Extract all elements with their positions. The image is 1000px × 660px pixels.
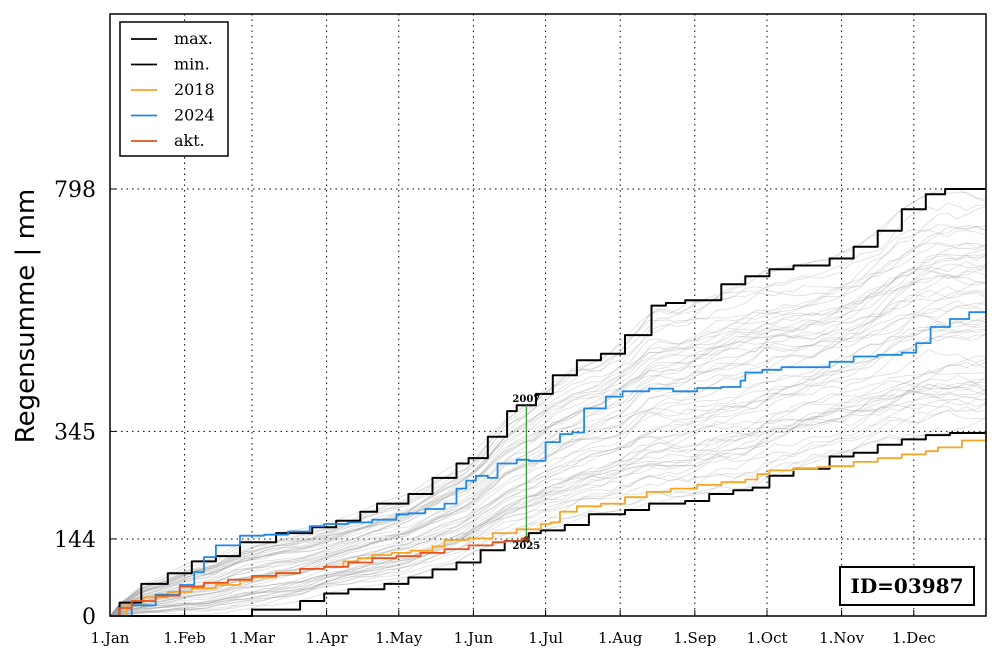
y-tick-label-2: 345 [54, 420, 96, 445]
year-line-35 [109, 253, 987, 617]
x-tick-label-2: 1.Mar [229, 629, 276, 647]
year-line-21 [109, 188, 987, 617]
x-tick-label-7: 1.Aug [598, 629, 643, 647]
year-line-24 [109, 253, 987, 617]
year-line-37 [109, 361, 987, 617]
year-line-2 [109, 268, 987, 617]
legend-label-akt: akt. [174, 131, 205, 150]
series-2018-line [110, 431, 987, 617]
legend: max. min. 2018 2024 akt. [119, 21, 229, 157]
annotation-2007: 2007 [512, 394, 540, 405]
year-line-54 [109, 381, 987, 617]
year-line-30 [109, 266, 987, 617]
legend-box [119, 21, 229, 157]
id-box: ID=03987 [839, 566, 975, 606]
x-tick-label-6: 1.Jul [528, 629, 563, 647]
year-line-27 [109, 326, 987, 617]
year-line-50 [109, 389, 987, 617]
legend-items: max. min. 2018 2024 akt. [131, 29, 215, 150]
x-tick-label-10: 1.Nov [819, 629, 864, 647]
year-line-28 [109, 248, 987, 617]
year-line-1 [109, 302, 987, 617]
legend-label-2018: 2018 [174, 80, 215, 99]
series-min-line [110, 431, 987, 617]
background-years-lines [109, 188, 987, 617]
id-box-frame [839, 566, 975, 606]
year-line-29 [109, 388, 987, 617]
year-line-51 [109, 398, 987, 617]
year-line-9 [109, 206, 987, 617]
annotation-layer: 2007 2025 [512, 394, 540, 552]
year-line-20 [109, 274, 987, 617]
year-line-40 [109, 384, 987, 617]
year-line-38 [109, 242, 987, 617]
year-line-47 [109, 241, 987, 617]
year-line-25 [109, 383, 987, 617]
year-line-16 [109, 374, 987, 617]
legend-label-2024: 2024 [174, 106, 215, 125]
year-line-10 [109, 398, 987, 617]
year-line-22 [109, 202, 987, 617]
y-axis-ticks: 0 144 345 798 [54, 178, 116, 630]
year-line-49 [109, 285, 987, 617]
year-line-53 [109, 383, 987, 617]
series-akt-line [110, 537, 528, 617]
year-line-39 [109, 263, 987, 617]
year-line-43 [109, 224, 987, 617]
year-line-13 [109, 431, 987, 617]
year-line-8 [109, 289, 987, 617]
year-line-19 [109, 378, 987, 617]
year-line-57 [109, 191, 987, 617]
year-line-46 [109, 299, 987, 617]
legend-label-max: max. [174, 29, 213, 48]
year-line-31 [109, 355, 987, 617]
x-tick-label-11: 1.Dec [892, 629, 936, 647]
x-tick-label-0: 1.Jan [91, 629, 130, 647]
series-2024-line [110, 311, 987, 617]
year-line-36 [109, 255, 987, 617]
x-axis-ticks: 1.Jan 1.Feb 1.Mar 1.Apr 1.May 1.Jun 1.Jul 1.Aug… [91, 610, 936, 647]
year-line-17 [109, 270, 987, 617]
plot-frame [109, 13, 987, 617]
year-line-14 [109, 403, 987, 617]
grid-layer [110, 14, 986, 616]
series-layer [110, 188, 987, 617]
y-tick-label-1: 144 [54, 528, 96, 553]
y-tick-label-3: 798 [54, 178, 96, 203]
year-line-42 [109, 281, 987, 617]
x-tick-label-1: 1.Feb [163, 629, 205, 647]
legend-label-min: min. [174, 55, 210, 74]
year-line-4 [109, 410, 987, 617]
year-line-45 [109, 225, 987, 617]
x-tick-label-3: 1.Apr [306, 629, 349, 647]
year-line-12 [109, 376, 987, 617]
id-label: ID=03987 [850, 574, 963, 598]
year-line-34 [109, 314, 987, 617]
year-line-5 [109, 226, 987, 617]
x-tick-label-5: 1.Jun [454, 629, 494, 647]
current-value-point [523, 535, 530, 542]
year-line-6 [109, 242, 987, 617]
x-tick-label-8: 1.Sep [673, 629, 716, 647]
y-axis-label: Regensumme | mm [11, 189, 41, 444]
year-line-44 [109, 403, 987, 617]
x-tick-label-9: 1.Oct [746, 629, 787, 647]
y-tick-label-0: 0 [82, 605, 96, 630]
annotation-2025: 2025 [512, 541, 540, 552]
year-line-41 [109, 319, 987, 617]
year-line-7 [109, 268, 987, 617]
year-line-26 [109, 390, 987, 617]
year-line-55 [109, 334, 987, 617]
year-line-15 [109, 292, 987, 617]
year-line-3 [109, 370, 987, 617]
year-line-56 [109, 362, 987, 617]
x-tick-label-4: 1.May [375, 629, 423, 647]
